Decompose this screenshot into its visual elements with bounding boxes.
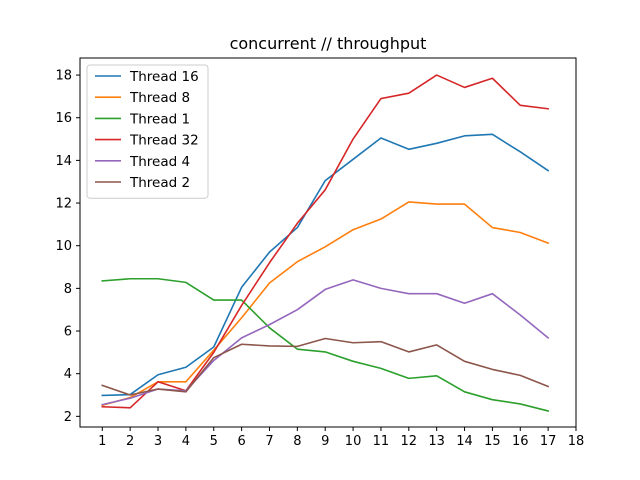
- x-axis: 1 2 3 4 5 6 7 8 9 10 11 12 13 14 15 16 17 18: [98, 427, 584, 449]
- y-tick-label: 8: [64, 282, 72, 297]
- legend-label-thread-4: Thread 4: [129, 154, 190, 170]
- x-tick-label: 12: [401, 434, 418, 449]
- x-tick-label: 15: [484, 434, 501, 449]
- legend-label-thread-32: Thread 32: [129, 133, 199, 149]
- legend: Thread 16 Thread 8 Thread 1 Thread 32 Thread…: [86, 64, 209, 199]
- series-line-thread-32: [101, 74, 550, 409]
- y-axis: 2 4 6 8 10 12 14 16 18: [55, 69, 80, 425]
- legend-label-thread-16: Thread 16: [129, 69, 199, 85]
- chart-title: concurrent // throughput: [230, 34, 427, 53]
- x-tick-label: 11: [373, 434, 390, 449]
- y-tick-label: 12: [55, 197, 72, 212]
- x-tick-label: 13: [428, 434, 445, 449]
- x-tick-label: 14: [456, 434, 473, 449]
- x-tick-label: 6: [237, 434, 245, 449]
- legend-label-thread-8: Thread 8: [129, 90, 190, 106]
- y-tick-label: 2: [64, 410, 72, 425]
- legend-label-thread-1: Thread 1: [129, 111, 190, 127]
- series-layer: [101, 74, 550, 412]
- plot-frame: [79, 57, 577, 428]
- x-tick-label: 5: [210, 434, 218, 449]
- y-tick-label: 16: [55, 111, 72, 126]
- x-tick-label: 4: [182, 434, 190, 449]
- x-tick-label: 1: [98, 434, 106, 449]
- x-tick-label: 16: [512, 434, 529, 449]
- x-tick-label: 10: [345, 434, 362, 449]
- series-line-thread-1: [101, 277, 550, 412]
- x-tick-label: 3: [154, 434, 162, 449]
- x-tick-label: 18: [568, 434, 585, 449]
- y-tick-label: 14: [55, 154, 72, 169]
- series-line-thread-2: [101, 337, 550, 396]
- legend-box: [86, 64, 209, 199]
- y-tick-label: 4: [64, 367, 72, 382]
- y-tick-label: 6: [64, 325, 72, 340]
- x-tick-label: 9: [321, 434, 329, 449]
- series-line-thread-16: [101, 133, 550, 397]
- y-tick-label: 10: [55, 239, 72, 254]
- legend-label-thread-2: Thread 2: [129, 175, 190, 191]
- x-tick-label: 8: [293, 434, 301, 449]
- x-tick-label: 2: [126, 434, 134, 449]
- y-tick-label: 18: [55, 69, 72, 84]
- series-line-thread-8: [101, 201, 550, 407]
- x-tick-label: 17: [540, 434, 557, 449]
- x-tick-label: 7: [265, 434, 273, 449]
